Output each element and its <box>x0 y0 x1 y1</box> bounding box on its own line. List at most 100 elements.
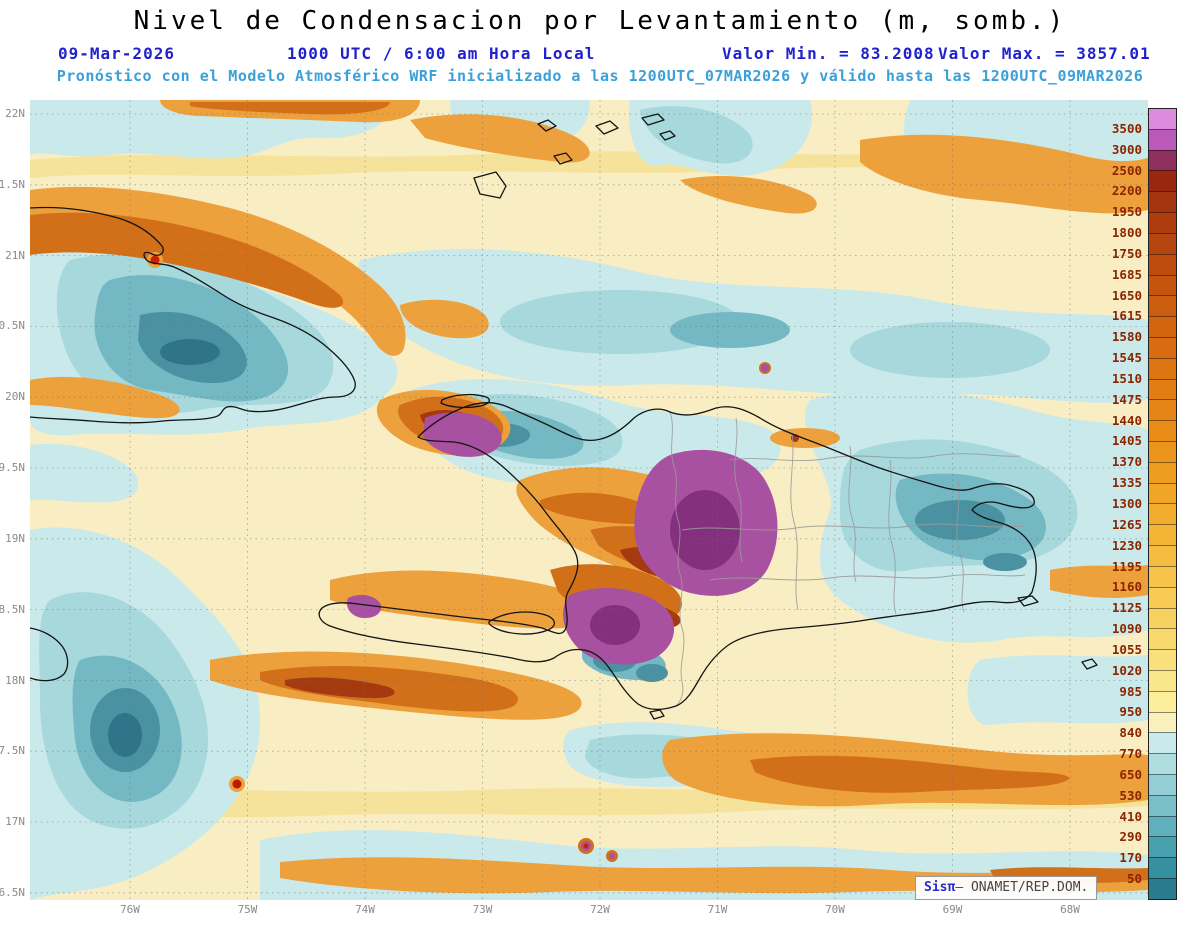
colorbar-segment <box>1149 170 1176 192</box>
colorbar-segment <box>1149 586 1176 608</box>
colorbar-level-label: 1230 <box>1111 537 1142 553</box>
colorbar-segment <box>1149 774 1176 795</box>
island-inagua <box>473 171 507 199</box>
island-turks-4 <box>641 113 665 126</box>
lon-tick-label: 69W <box>942 903 963 916</box>
colorbar-level-label: 1370 <box>1111 454 1142 470</box>
lon-axis: 76W 75W 74W 73W 72W 71W 70W 69W 68W <box>30 903 1148 923</box>
colorbar-swatches <box>1148 108 1177 900</box>
colorbar-level-label: 170 <box>1119 850 1142 866</box>
colorbar-segment <box>1149 711 1176 733</box>
lon-tick-label: 75W <box>237 903 258 916</box>
island-mona <box>1081 658 1098 670</box>
colorbar-segment <box>1149 524 1176 546</box>
colorbar-level-label: 1335 <box>1111 475 1142 491</box>
colorbar-level-label: 1510 <box>1111 370 1142 386</box>
colorbar-level-label: 1750 <box>1111 245 1142 261</box>
map-region <box>29 100 1149 900</box>
colorbar-level-label: 1615 <box>1111 308 1142 324</box>
lat-tick-label: 17N <box>5 815 25 829</box>
lat-tick-label: 20N <box>5 390 25 404</box>
colorbar-segment <box>1149 149 1176 171</box>
colorbar-level-label: 1685 <box>1111 266 1142 282</box>
colorbar-segment <box>1149 857 1176 879</box>
value-min: Valor Min. = 83.2008 <box>722 44 935 63</box>
coastline-gonave <box>488 611 556 635</box>
colorbar-level-label: 1440 <box>1111 412 1142 428</box>
colorbar-segment <box>1149 878 1176 899</box>
colorbar-segment <box>1149 753 1176 774</box>
watermark-org: – ONAMET/REP.DOM. <box>955 880 1089 895</box>
colorbar-segment <box>1149 316 1176 337</box>
colorbar-level-label: 1055 <box>1111 641 1142 657</box>
colorbar-level-label: 1090 <box>1111 621 1142 637</box>
colorbar-segment <box>1149 669 1176 691</box>
colorbar-level-label: 1950 <box>1111 204 1142 220</box>
colorbar-level-label: 1650 <box>1111 287 1142 303</box>
colorbar-level-label: 1125 <box>1111 600 1142 616</box>
model-info-line: Pronóstico con el Modelo Atmosférico WRF… <box>56 67 1144 85</box>
island-turks-5 <box>659 130 676 141</box>
colorbar-segment <box>1149 794 1176 816</box>
coastline-hispaniola <box>318 402 1037 711</box>
lon-tick-label: 72W <box>590 903 610 916</box>
colorbar-level-label: 410 <box>1119 808 1142 824</box>
lat-tick-label: 21N <box>5 248 25 262</box>
lat-tick-label: 8.5N <box>0 602 25 616</box>
colorbar-segment <box>1149 607 1176 629</box>
colorbar-segment <box>1149 545 1176 566</box>
colorbar-level-label: 985 <box>1119 683 1142 699</box>
colorbar-level-label: 3000 <box>1111 141 1142 157</box>
colorbar-segment <box>1149 336 1176 358</box>
colorbar-segment <box>1149 295 1176 317</box>
colorbar-level-label: 1545 <box>1111 350 1142 366</box>
lon-tick-label: 70W <box>825 903 845 916</box>
lat-tick-label: 6.5N <box>0 886 25 900</box>
lon-tick-label: 76W <box>120 903 140 916</box>
colorbar-segment <box>1149 461 1176 483</box>
colorbar-segment <box>1149 109 1176 129</box>
colorbar-segment <box>1149 420 1176 441</box>
colorbar-segment <box>1149 815 1176 837</box>
lat-tick-label: 22N <box>5 107 25 120</box>
colorbar-segment <box>1149 565 1176 587</box>
colorbar-segment <box>1149 399 1176 421</box>
colorbar-level-label: 650 <box>1119 766 1142 782</box>
lon-tick-label: 74W <box>355 903 375 916</box>
colorbar-segment <box>1149 503 1176 525</box>
colorbar-segment <box>1149 232 1176 254</box>
lon-tick-label: 71W <box>707 903 728 916</box>
colorbar-level-label: 3500 <box>1111 120 1142 136</box>
watermark-brand: Sisπ <box>924 880 956 895</box>
colorbar-segment <box>1149 649 1176 670</box>
valid-time: 1000 UTC / 6:00 am Hora Local <box>287 44 596 63</box>
colorbar-level-label: 840 <box>1119 725 1142 741</box>
gridlines <box>30 100 1148 900</box>
colorbar-level-label: 2500 <box>1111 162 1142 178</box>
coastline-jamaica <box>29 627 69 682</box>
colorbar-level-label: 1160 <box>1111 579 1142 595</box>
value-max: Valor Max. = 3857.01 <box>938 44 1151 63</box>
colorbar-segment <box>1149 482 1176 504</box>
colorbar-segment <box>1149 274 1176 296</box>
coastlines <box>29 113 1098 720</box>
lat-tick-label: 19N <box>5 531 25 545</box>
colorbar-level-label: 1580 <box>1111 329 1142 345</box>
colorbar-level-label: 770 <box>1119 746 1142 762</box>
colorbar-level-label: 2200 <box>1111 183 1142 199</box>
colorbar-labels: 3500 3000 2500 2200 1950 1800 1750 1685 1650 1615… <box>1086 108 1142 900</box>
colorbar-segment <box>1149 357 1176 379</box>
colorbar-segment <box>1149 378 1176 400</box>
colorbar-level-label: 1405 <box>1111 433 1142 449</box>
lat-tick-label: 9.5N <box>0 461 25 475</box>
island-turks-1 <box>537 119 557 132</box>
coastline-cuba <box>29 206 356 424</box>
page-title: Nivel de Condensacion por Levantamiento … <box>133 6 1067 36</box>
colorbar-segment <box>1149 628 1176 650</box>
colorbar-level-label: 1475 <box>1111 391 1142 407</box>
lcl-shading <box>30 100 1149 900</box>
colorbar-segment <box>1149 690 1176 712</box>
coastline-tortuga <box>440 393 490 409</box>
colorbar-level-label: 290 <box>1119 829 1142 845</box>
